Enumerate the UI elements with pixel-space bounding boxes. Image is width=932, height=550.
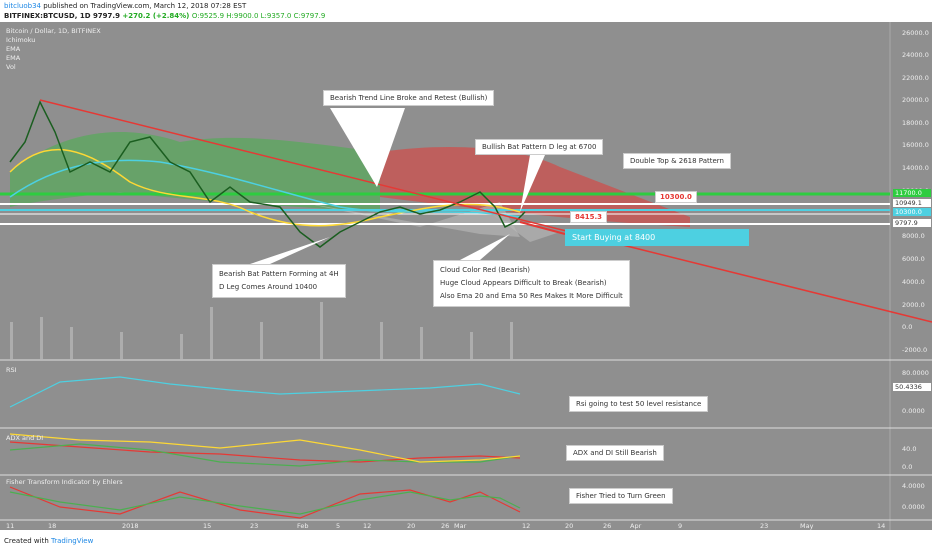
pane-axis-label: 80.0000 [902, 369, 929, 377]
pane-axis-label: 4.0000 [902, 482, 925, 490]
time-tick-label: May [800, 522, 814, 530]
annotation-line: Also Ema 20 and Ema 50 Res Makes It More… [440, 292, 623, 300]
price-label: 10300.0 [893, 208, 931, 216]
time-tick-label: Apr [630, 522, 642, 530]
price-tick-label: 18000.0 [902, 119, 929, 127]
time-tick-label: 18 [48, 522, 57, 530]
legend-item: Vol [6, 63, 16, 71]
annotation-line: Cloud Color Red (Bearish) [440, 266, 531, 274]
symbol: BITFINEX:BTCUSD, 1D [4, 12, 91, 20]
legend-item: EMA [6, 54, 21, 62]
price-label: 9797.9 [893, 219, 931, 227]
time-tick-label: 5 [336, 522, 341, 530]
annotation-line: Bearish Bat Pattern Forming at 4H [219, 270, 339, 278]
legend-item: EMA [6, 45, 21, 53]
time-tick-label: 11 [6, 522, 15, 530]
annotation: Fisher Tried to Turn Green [569, 488, 673, 504]
pane-title: ADX and DI [6, 434, 44, 442]
price-tick-label: 26000.0 [902, 29, 929, 37]
price-tick-label: 2000.0 [902, 301, 925, 309]
footer: Created with TradingView [4, 537, 93, 545]
time-tick-label: 9 [678, 522, 683, 530]
price-tick-label: 8000.0 [902, 232, 925, 240]
ticker-line: BITFINEX:BTCUSD, 1D 9797.9 +270.2 (+2.84… [4, 12, 325, 20]
price-label: 11700.0 [893, 189, 931, 197]
time-tick-label: Feb [297, 522, 309, 530]
pane-axis-label: 40.0 [902, 445, 917, 453]
price-tick-label: 14000.0 [902, 164, 929, 172]
annotation: 8415.3 [570, 211, 608, 223]
time-tick-label: 26 [603, 522, 612, 530]
price-tick-label: 4000.0 [902, 278, 925, 286]
time-tick-label: 26 [441, 522, 450, 530]
annotation: ADX and DI Still Bearish [566, 445, 664, 461]
created: Created with [4, 537, 49, 545]
chart [0, 22, 932, 530]
price-tick-label: 24000.0 [902, 51, 929, 59]
annotation: Start Buying at 8400 [565, 229, 749, 246]
annotation: Cloud Color Red (Bearish) Huge Cloud Appe… [433, 260, 630, 307]
time-tick-label: 2018 [122, 522, 139, 530]
time-tick-label: 12 [363, 522, 372, 530]
annotation: 10300.0 [655, 191, 697, 203]
legend-item: Ichimoku [6, 36, 36, 44]
price-tick-label: 0.0 [902, 323, 913, 331]
brand[interactable]: TradingView [51, 537, 94, 545]
legend-item: Bitcoin / Dollar, 1D, BITFINEX [6, 27, 101, 35]
price-tick-label: -2000.0 [902, 346, 928, 354]
time-tick-label: Mar [454, 522, 467, 530]
last: 9797.9 [92, 12, 120, 20]
pane-axis-label: 0.0 [902, 463, 913, 471]
price-tick-label: 6000.0 [902, 255, 925, 263]
annotation: Bearish Trend Line Broke and Retest (Bul… [323, 90, 495, 106]
pane-axis-label: 50.4336 [893, 383, 931, 391]
published: published on TradingView.com, March 12, … [43, 2, 247, 10]
pane-title: RSI [6, 366, 17, 374]
ohlc: O:9525.9 H:9900.0 L:9357.0 C:9797.9 [191, 12, 326, 20]
time-tick-label: 12 [522, 522, 531, 530]
annotation-line: Huge Cloud Appears Difficult to Break (B… [440, 279, 607, 287]
header-line: bitcluob34 published on TradingView.com,… [4, 2, 246, 10]
price-tick-label: 16000.0 [902, 141, 929, 149]
time-tick-label: 14 [877, 522, 886, 530]
price-tick-label: 22000.0 [902, 74, 929, 82]
annotation: Double Top & 2618 Pattern [623, 153, 731, 169]
time-tick-label: 15 [203, 522, 212, 530]
user[interactable]: bitcluob34 [4, 2, 41, 10]
time-tick-label: 20 [407, 522, 416, 530]
pane-axis-label: 0.0000 [902, 407, 925, 415]
pane-title: Fisher Transform Indicator by Ehlers [6, 478, 123, 486]
time-tick-label: 23 [250, 522, 259, 530]
time-tick-label: 20 [565, 522, 574, 530]
change: +270.2 (+2.84%) [122, 12, 190, 20]
time-tick-label: 23 [760, 522, 769, 530]
annotation: Bullish Bat Pattern D leg at 6700 [475, 139, 604, 155]
annotation: Bearish Bat Pattern Forming at 4H D Leg C… [212, 264, 346, 298]
pane-axis-label: 0.0000 [902, 503, 925, 511]
price-tick-label: 20000.0 [902, 96, 929, 104]
price-label: 10949.1 [893, 199, 931, 207]
annotation-line: D Leg Comes Around 10400 [219, 283, 318, 291]
annotation: Rsi going to test 50 level resistance [569, 396, 709, 412]
